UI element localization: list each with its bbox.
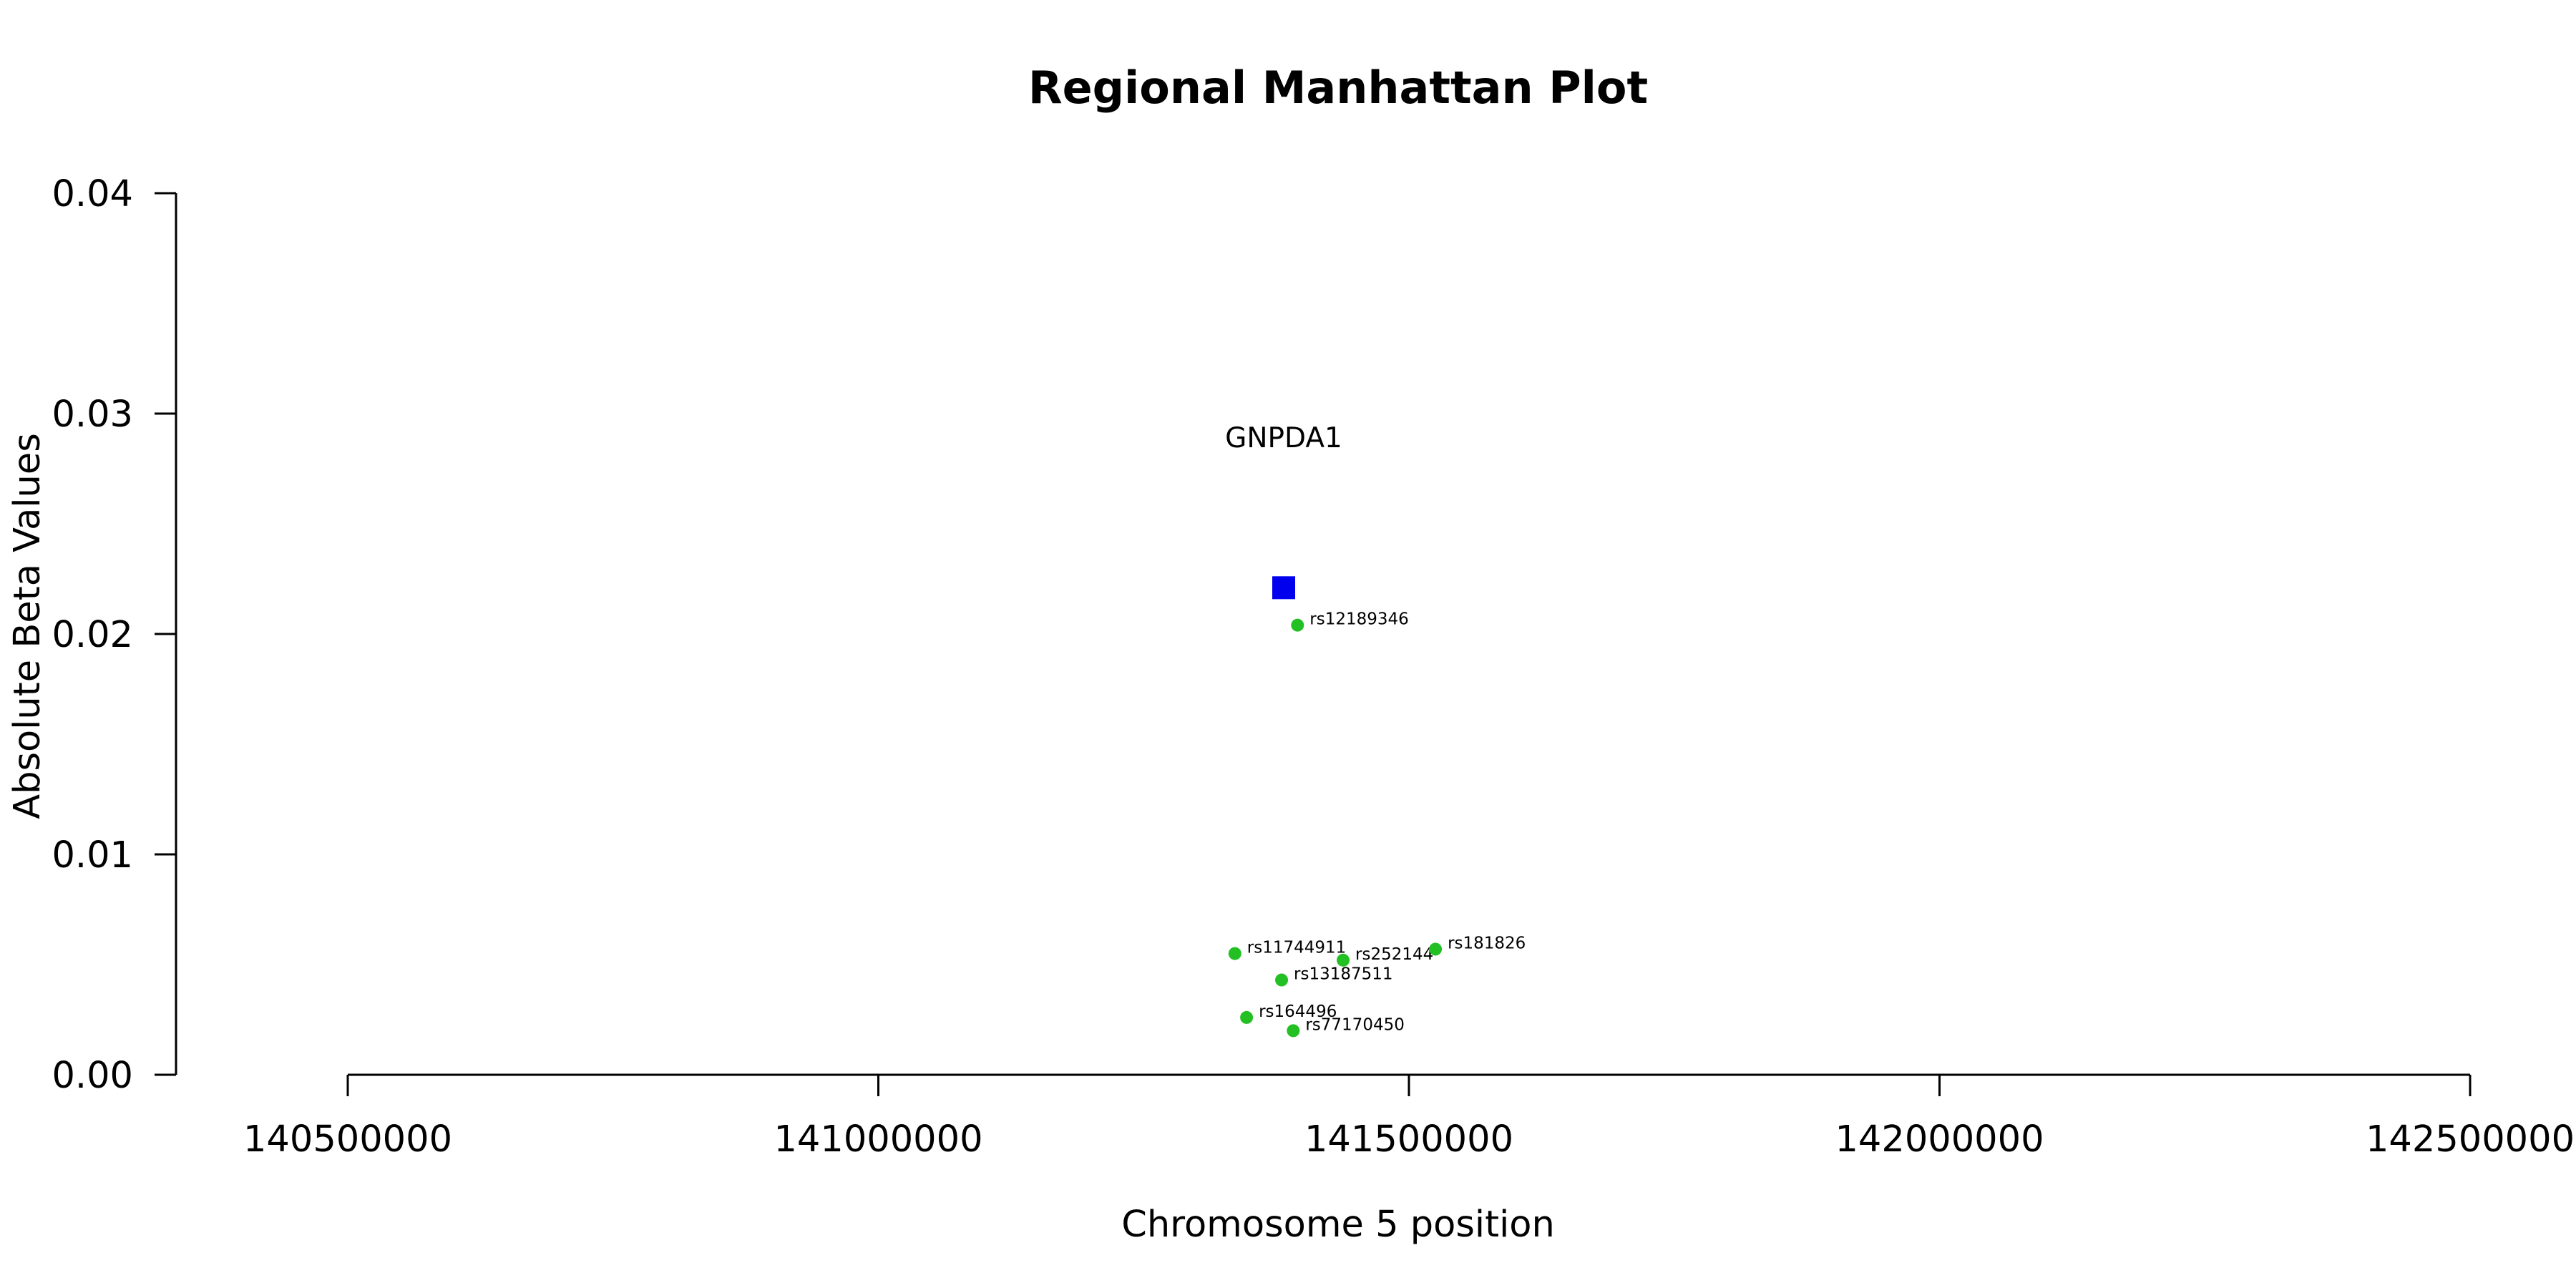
snp-label: rs181826 — [1448, 934, 1526, 952]
x-axis-label: Chromosome 5 position — [1121, 1204, 1555, 1246]
chart-title: Regional Manhattan Plot — [1028, 62, 1648, 114]
snp-point — [1429, 942, 1443, 956]
snp-point — [1287, 1024, 1300, 1038]
snp-label: rs252144 — [1355, 945, 1433, 964]
snp-label: rs11744911 — [1247, 939, 1347, 957]
x-tick-label: 141000000 — [774, 1118, 982, 1161]
snp-point — [1228, 947, 1241, 960]
x-tick-label: 141500000 — [1304, 1118, 1513, 1161]
data-points: GNPDA1 rs12189346 rs11744911 rs252144 rs1818… — [1225, 422, 1526, 1038]
y-axis-label: Absolute Beta Values — [6, 433, 49, 819]
x-tick-label: 142500000 — [2366, 1118, 2575, 1161]
snp-label: rs13187511 — [1294, 965, 1393, 984]
gene-marker — [1272, 576, 1296, 600]
x-tick-label: 140500000 — [243, 1118, 452, 1161]
axes: 140500000 141000000 141500000 142000000 1425… — [52, 173, 2575, 1161]
x-tick-label: 142000000 — [1835, 1118, 2044, 1161]
snp-point — [1337, 953, 1350, 967]
y-tick-label: 0.02 — [52, 614, 133, 656]
snp-label: rs12189346 — [1309, 610, 1409, 629]
snp-point — [1275, 973, 1289, 987]
y-tick-label: 0.01 — [52, 834, 133, 877]
y-tick-label: 0.03 — [52, 394, 133, 436]
snp-point — [1240, 1010, 1254, 1024]
gene-label: GNPDA1 — [1225, 422, 1342, 454]
snp-point — [1291, 618, 1304, 632]
snp-label: rs164496 — [1259, 1002, 1337, 1021]
snp-label: rs77170450 — [1305, 1015, 1405, 1034]
y-tick-label: 0.04 — [52, 173, 133, 215]
y-tick-label: 0.00 — [52, 1055, 133, 1097]
